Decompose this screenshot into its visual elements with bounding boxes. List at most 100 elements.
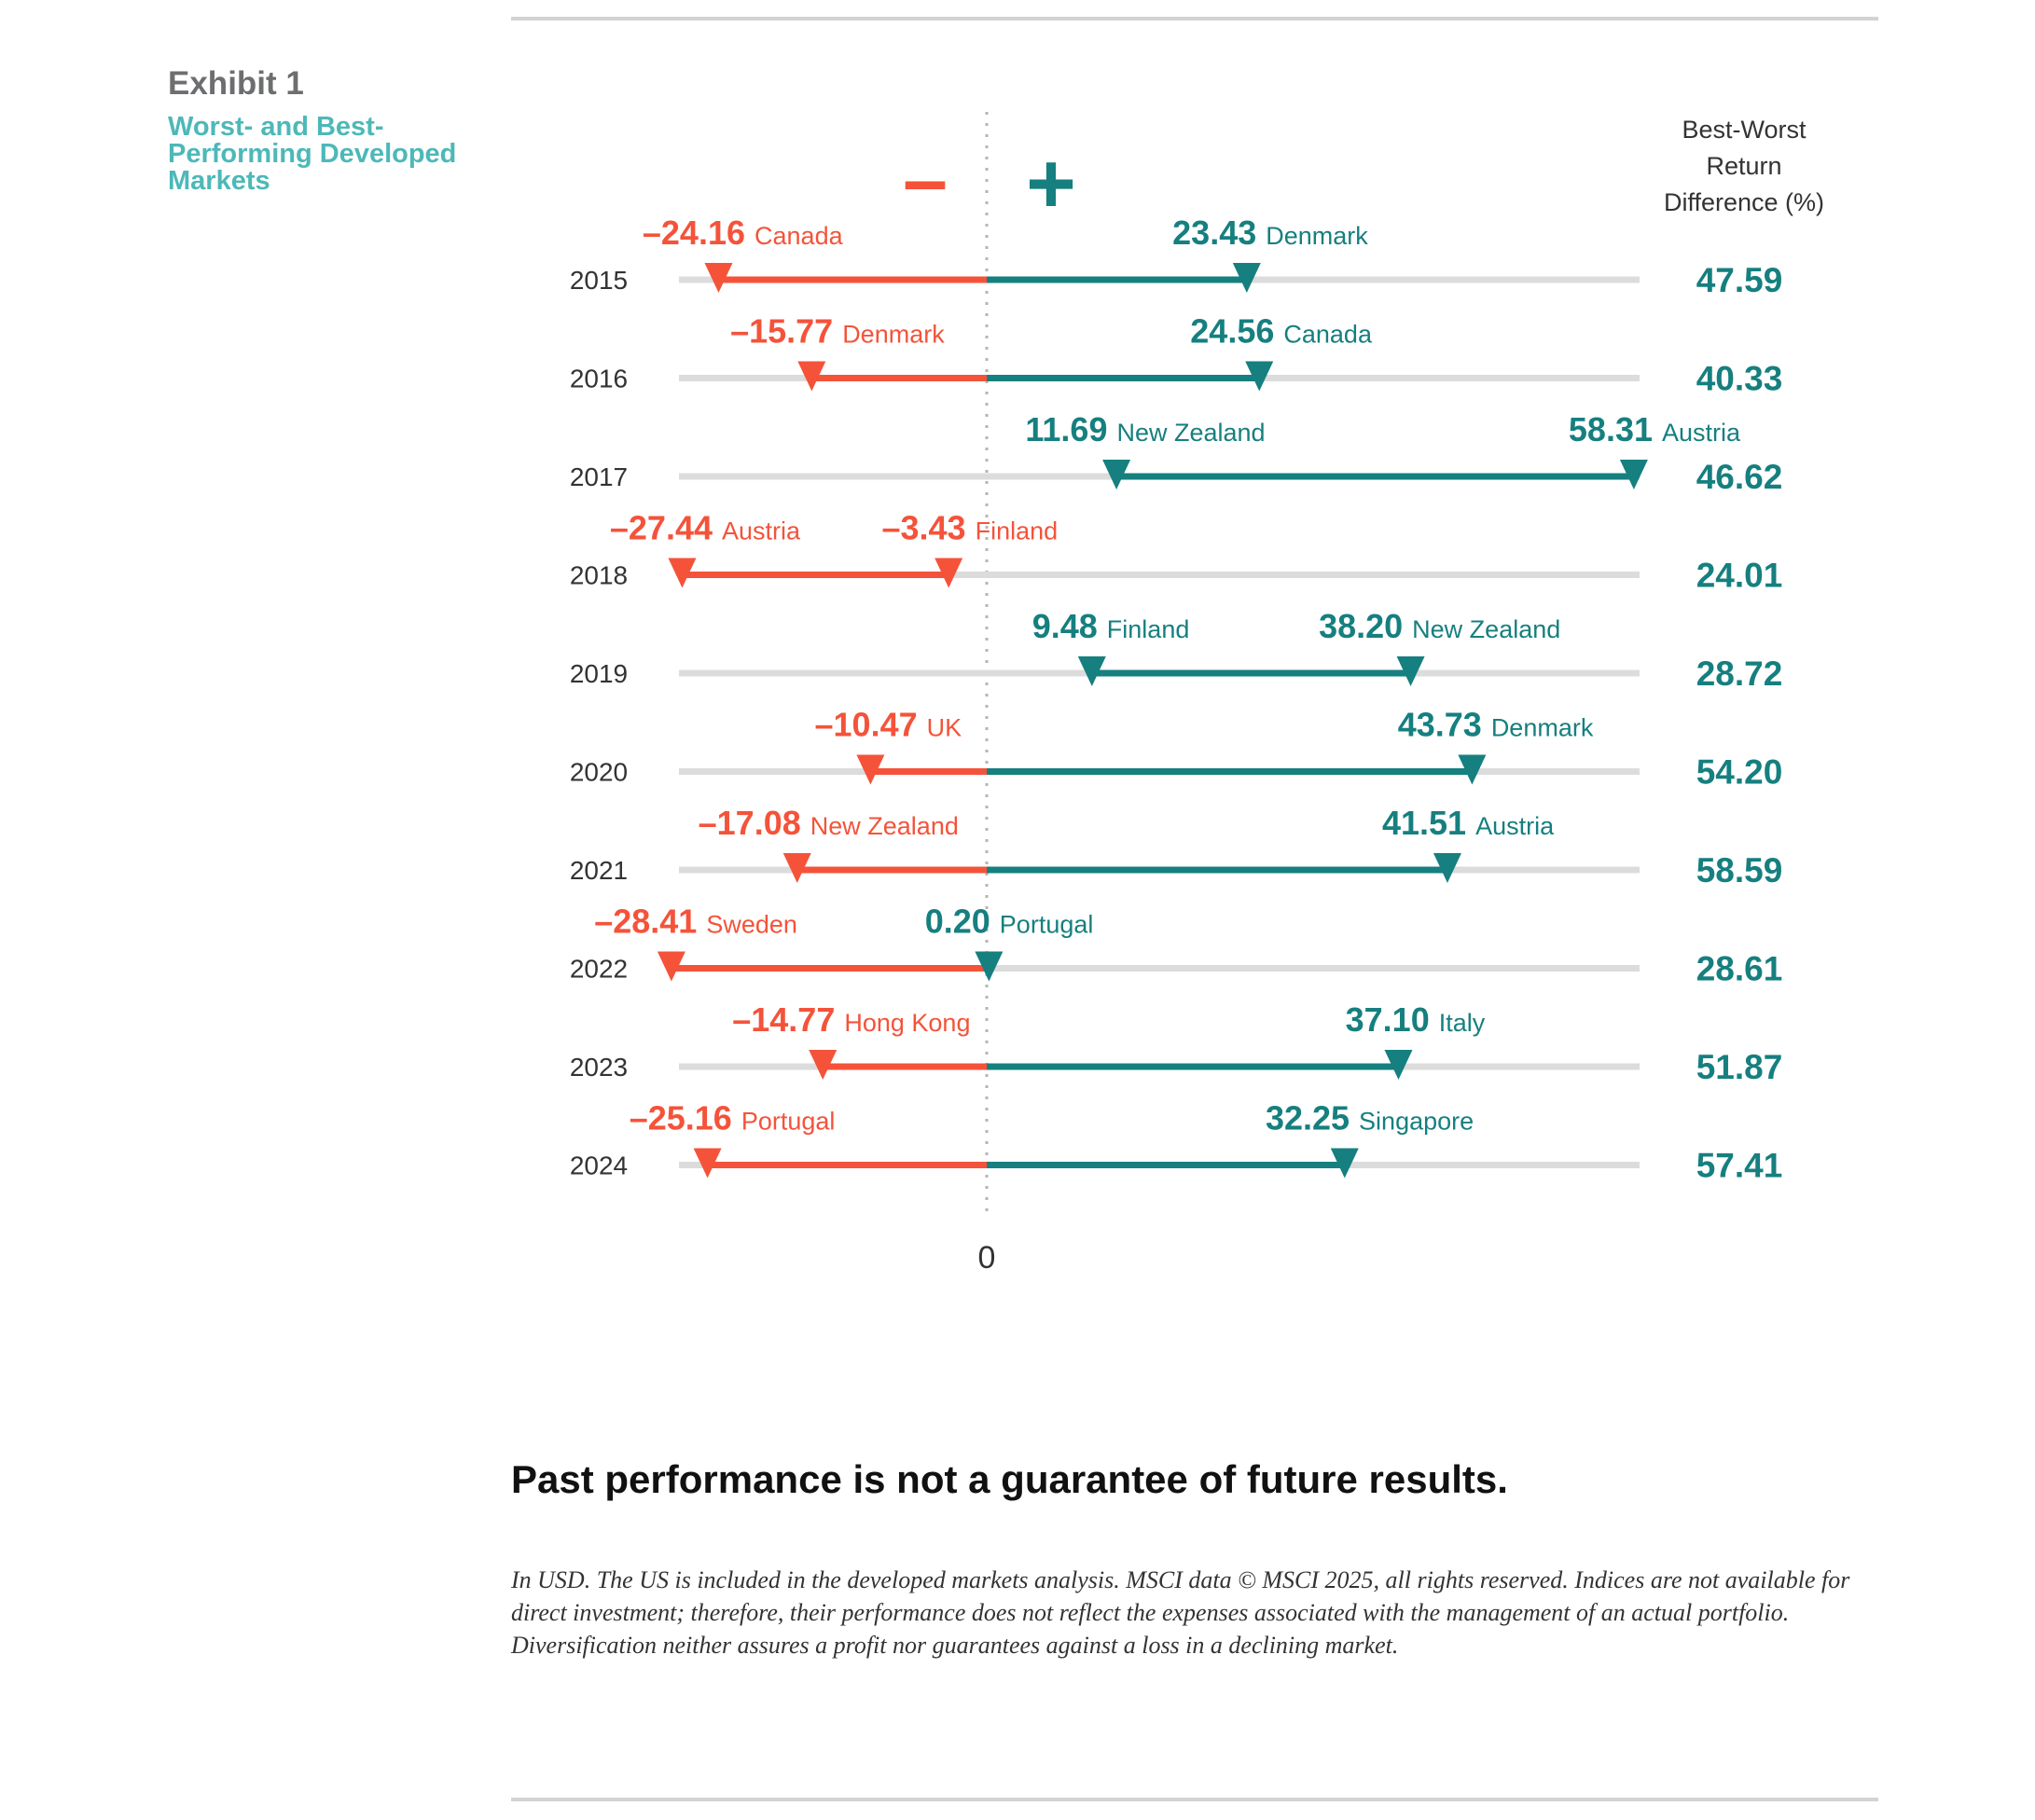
worst-value: 9.48 [1032, 607, 1107, 645]
year-label: 2023 [570, 1053, 628, 1082]
worst-value: –15.77 [730, 312, 842, 351]
diff-header: Best-Worst Return Difference (%) [1664, 116, 1824, 216]
best-label: 43.73 Denmark [1398, 706, 1594, 744]
worst-country: Sweden [706, 911, 797, 939]
worst-marker [782, 853, 811, 883]
worst-label: 9.48 Finland [1032, 607, 1190, 645]
worst-marker [1102, 460, 1131, 489]
year-label: 2021 [570, 856, 628, 885]
worst-value: –27.44 [610, 509, 722, 547]
worst-country: Hong Kong [844, 1009, 970, 1037]
difference-value: 40.33 [1696, 360, 1783, 398]
best-marker [1384, 1050, 1413, 1080]
worst-marker [668, 558, 697, 588]
best-value: 58.31 [1569, 410, 1662, 448]
worst-value: –14.77 [732, 1000, 844, 1039]
year-label: 2016 [570, 365, 628, 393]
best-value: 24.56 [1190, 312, 1283, 351]
difference-value: 28.61 [1696, 950, 1783, 988]
worst-country: Portugal [741, 1108, 836, 1136]
chart-rows: 2015 –24.16 Canada 23.43 Denmark 47.59 2016 –… [570, 214, 1782, 1185]
worst-value: –17.08 [699, 804, 810, 842]
top-divider [511, 17, 1878, 21]
best-country: Portugal [1000, 911, 1094, 939]
best-country: Italy [1439, 1009, 1486, 1037]
worst-value: –10.47 [815, 706, 927, 744]
best-country: Austria [1662, 419, 1741, 447]
plus-sign: + [1026, 136, 1076, 231]
exhibit-label: Exhibit 1 [168, 65, 304, 102]
year-label: 2022 [570, 955, 628, 984]
worst-label: –14.77 Hong Kong [732, 1000, 970, 1039]
worst-label: –27.44 Austria [610, 509, 801, 547]
chart-row-2024: 2024–25.16 Portugal 32.25 Singapore 57.41 [570, 1099, 1782, 1185]
best-label: 41.51 Austria [1382, 804, 1555, 842]
worst-label: –25.16 Portugal [630, 1099, 836, 1138]
worst-marker [1077, 656, 1106, 686]
best-label: 32.25 Singapore [1266, 1099, 1474, 1138]
difference-value: 24.01 [1696, 557, 1783, 595]
worst-value: 11.69 [1025, 410, 1116, 448]
best-value: –3.43 [881, 509, 975, 547]
best-marker [1396, 656, 1425, 686]
worst-marker [657, 951, 685, 982]
worst-marker [856, 754, 885, 785]
best-marker [934, 558, 963, 588]
worst-label: 11.69 New Zealand [1025, 410, 1265, 448]
difference-value: 51.87 [1696, 1048, 1783, 1086]
diff-header-line: Return [1706, 152, 1781, 180]
difference-value: 54.20 [1696, 753, 1783, 792]
best-country: New Zealand [1412, 615, 1560, 643]
best-value: 38.20 [1319, 607, 1412, 645]
chart-row-2015: 2015 –24.16 Canada 23.43 Denmark 47.59 [570, 214, 1782, 299]
diff-header-line: Difference (%) [1664, 188, 1824, 216]
worst-marker [704, 263, 733, 293]
worst-value: –25.16 [630, 1099, 741, 1138]
zero-label: 0 [978, 1240, 996, 1275]
worst-country: New Zealand [810, 812, 959, 840]
chart-row-2020: 2020 –10.47 UK 43.73 Denmark 54.20 [570, 706, 1782, 792]
year-label: 2020 [570, 758, 628, 787]
best-value: 23.43 [1172, 214, 1266, 252]
year-label: 2017 [570, 462, 628, 491]
best-value: 41.51 [1382, 804, 1475, 842]
worst-value: –28.41 [594, 903, 706, 941]
difference-value: 28.72 [1696, 655, 1783, 693]
worst-country: Finland [1107, 615, 1190, 643]
year-label: 2024 [570, 1151, 628, 1180]
best-marker [1458, 754, 1487, 785]
worst-country: UK [927, 714, 962, 742]
exhibit-title: Worst- and Best-Performing Developed Mar… [168, 112, 457, 196]
best-country: Finland [976, 517, 1059, 545]
worst-country: Denmark [842, 321, 945, 349]
chart-row-2018: 2018 –27.44 Austria –3.43 Finland 24.01 [570, 509, 1782, 595]
diff-header-line: Best-Worst [1682, 116, 1807, 144]
best-label: 38.20 New Zealand [1319, 607, 1560, 645]
worst-marker [693, 1148, 722, 1179]
best-value: 43.73 [1398, 706, 1491, 744]
worst-label: –15.77 Denmark [730, 312, 945, 351]
worst-label: –17.08 New Zealand [699, 804, 959, 842]
chart-row-2022: 2022 –28.41 Sweden 0.20 Portugal 28.61 [570, 903, 1782, 988]
worst-label: –10.47 UK [815, 706, 962, 744]
difference-value: 58.59 [1696, 851, 1783, 889]
best-value: 0.20 [925, 903, 1000, 941]
worst-value: –24.16 [643, 214, 754, 252]
year-label: 2015 [570, 266, 628, 295]
best-marker [1330, 1148, 1359, 1179]
worst-label: –28.41 Sweden [594, 903, 797, 941]
best-value: 37.10 [1346, 1000, 1439, 1039]
worst-country: New Zealand [1116, 419, 1265, 447]
best-marker [1619, 460, 1648, 489]
worst-label: –24.16 Canada [643, 214, 844, 252]
best-country: Austria [1475, 812, 1555, 840]
chart-row-2023: 2023 –14.77 Hong Kong 37.10 Italy 51.87 [570, 1000, 1782, 1086]
best-label: 37.10 Italy [1346, 1000, 1486, 1039]
best-label: –3.43 Finland [881, 509, 1058, 547]
best-marker [1433, 853, 1461, 883]
best-label: 24.56 Canada [1190, 312, 1373, 351]
best-label: 23.43 Denmark [1172, 214, 1368, 252]
best-country: Denmark [1491, 714, 1594, 742]
best-country: Canada [1283, 321, 1373, 349]
year-label: 2019 [570, 659, 628, 688]
